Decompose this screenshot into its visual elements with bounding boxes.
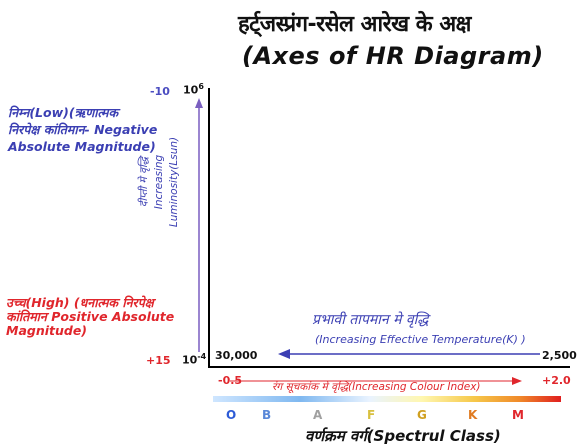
spectral-class-o: O [226, 408, 237, 422]
negative-magnitude-line-1: निम्न(Low)(ऋणात्मक [8, 105, 119, 120]
spectrum-bar [213, 396, 561, 402]
spectral-class-k: K [468, 408, 478, 422]
temperature-increase-english: (Increasing Effective Temperature(K) ) [315, 333, 526, 346]
luminosity-label-english-2: Luminosity(Lsun) [168, 136, 180, 228]
temperature-right-value: 2,500 [542, 349, 577, 362]
y-axis-line [208, 88, 210, 368]
spectral-class-label: वर्णक्रम वर्ग(Spectrul Class) [305, 427, 501, 445]
spectral-class-b: B [262, 408, 272, 422]
negative-magnitude-line-3: Absolute Magnitude) [8, 139, 156, 154]
diagram-title-english: (Axes of HR Diagram) [242, 42, 544, 70]
luminosity-axis-label: दीप्ती मे वृद्धि Increasing Luminosity(L… [137, 102, 182, 262]
colour-index-arrow-head [512, 377, 522, 385]
negative-magnitude-note: निम्न(Low)(ऋणात्मक निरपेक्ष कांतिमान- Ne… [8, 104, 157, 155]
positive-magnitude-note: उच्च(High) (धनात्मक निरपेक्ष कांतिमान Po… [6, 296, 174, 338]
positive-magnitude-line-3: Magnitude) [6, 323, 88, 338]
colour-index-right-value: +2.0 [542, 374, 571, 387]
diagram-title-hindi: हर्ट्जस्प्रंग-रसेल आरेख के अक्ष [238, 12, 471, 37]
luminosity-top-label: 106 [183, 82, 204, 97]
magnitude-top-label: -10 [150, 85, 170, 98]
luminosity-bottom-label: 10-4 [182, 352, 207, 367]
spectral-class-m: M [512, 408, 524, 422]
positive-magnitude-line-1: उच्च(High) (धनात्मक निरपेक्ष [6, 295, 154, 310]
x-axis-line [208, 366, 570, 368]
temperature-increase-hindi: प्रभावी तापमान मे वृद्धि [312, 312, 429, 328]
spectral-class-f: F [367, 408, 376, 422]
spectral-class-g: G [417, 408, 427, 422]
magnitude-bottom-label: +15 [146, 354, 171, 367]
luminosity-label-english-1: Increasing [153, 154, 165, 210]
luminosity-label-hindi: दीप्ती मे वृद्धि [138, 156, 150, 208]
colour-index-label: रंग सूचकांक मे वृद्धि(Increasing Colour … [272, 381, 481, 393]
luminosity-arrow-head [195, 98, 203, 108]
positive-magnitude-line-2: कांतिमान Positive Absolute [6, 309, 175, 324]
negative-magnitude-line-2: निरपेक्ष कांतिमान- Negative [8, 122, 158, 137]
temperature-left-value: 30,000 [215, 349, 258, 362]
temperature-arrow-head [278, 349, 290, 359]
colour-index-left-value: -0.5 [218, 374, 243, 387]
spectral-class-a: A [313, 408, 323, 422]
